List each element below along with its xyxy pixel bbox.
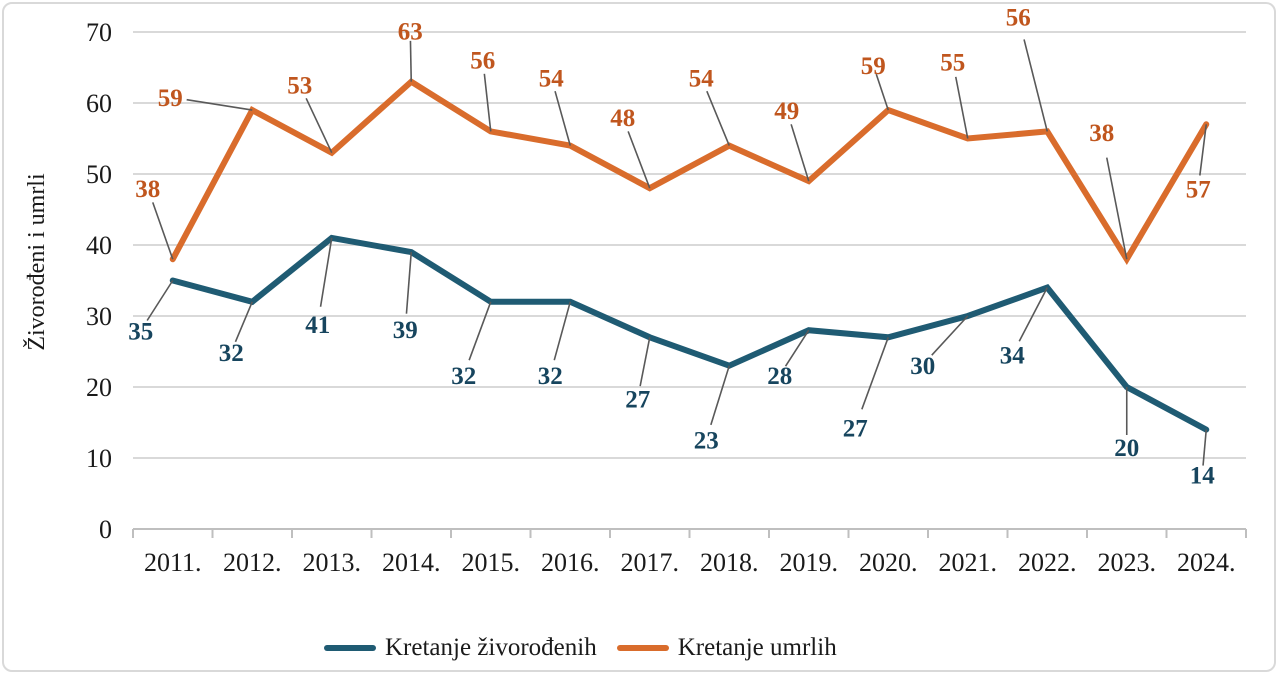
x-tick-label-2023: 2023. [1098, 548, 1157, 577]
label-leader-umrli-2012 [186, 98, 253, 111]
data-label-umrli-2018: 54 [689, 66, 715, 93]
label-leader-zivorodjeni-2011 [146, 280, 174, 321]
legend-item-umrli: Kretanje umrlih [616, 634, 837, 662]
y-tick-label-40: 40 [86, 231, 112, 260]
label-leader-zivorodjeni-2024 [1202, 429, 1208, 466]
data-label-umrli-2017: 48 [610, 105, 635, 132]
label-leader-umrli-2020 [875, 73, 890, 111]
label-leader-umrli-2014 [409, 40, 413, 82]
label-leader-zivorodjeni-2012 [234, 301, 253, 343]
label-leader-umrli-2024 [1199, 124, 1208, 176]
legend-swatch-umrli-line [616, 645, 669, 651]
x-tick-label-2021: 2021. [939, 548, 998, 577]
data-label-umrli-2015: 56 [470, 47, 495, 74]
x-tick-label-2018: 2018. [700, 548, 759, 577]
label-leader-umrli-2023 [1105, 157, 1128, 260]
data-label-zivorodjeni-2018: 23 [694, 428, 719, 455]
x-tick-label-2013: 2013. [303, 548, 362, 577]
series-line-zivorodjeni [169, 234, 1210, 433]
data-label-umrli-2021: 55 [940, 50, 965, 77]
label-leader-zivorodjeni-2017 [639, 337, 651, 387]
y-tick-label-60: 60 [86, 89, 112, 118]
data-label-zivorodjeni-2022: 34 [1000, 343, 1026, 370]
data-label-zivorodjeni-2024: 14 [1190, 463, 1216, 490]
x-tick-label-2022: 2022. [1018, 548, 1077, 577]
x-tick-label-2011: 2011. [144, 548, 202, 577]
label-leader-zivorodjeni-2014 [405, 252, 413, 314]
data-label-umrli-2022: 56 [1006, 4, 1031, 31]
x-tick-label-2019: 2019. [780, 548, 839, 577]
data-label-umrli-2019: 49 [774, 98, 799, 125]
series-line-umrli [169, 77, 1210, 265]
y-tick-label-30: 30 [86, 302, 112, 331]
label-leader-zivorodjeni-2015 [468, 301, 492, 361]
chart-legend: Kretanje živorođenih Kretanje umrlih [324, 634, 837, 662]
data-label-zivorodjeni-2012: 32 [219, 340, 244, 367]
label-leader-umrli-2015 [483, 73, 492, 132]
data-label-zivorodjeni-2021: 30 [910, 353, 935, 380]
data-label-umrli-2024: 57 [1186, 176, 1211, 203]
label-leader-zivorodjeni-2018 [710, 365, 731, 426]
x-tick-label-2015: 2015. [462, 548, 521, 577]
y-tick-label-70: 70 [86, 18, 112, 47]
label-leader-zivorodjeni-2013 [319, 237, 333, 307]
y-axis-title: Živorođeni i umrli [24, 173, 50, 351]
data-label-umrli-2011: 38 [135, 176, 160, 203]
y-tick-label-50: 50 [86, 160, 112, 189]
x-tick-label-2014: 2014. [382, 548, 441, 577]
data-label-zivorodjeni-2016: 32 [538, 363, 563, 390]
label-leader-zivorodjeni-2020 [861, 337, 890, 410]
x-tick-label-2017: 2017. [621, 548, 680, 577]
data-label-zivorodjeni-2023: 20 [1114, 435, 1139, 462]
data-label-umrli-2014: 63 [398, 19, 423, 46]
y-tick-label-0: 0 [99, 515, 112, 544]
label-leader-zivorodjeni-2019 [784, 329, 810, 367]
legend-label-zivorodjeni: Kretanje živorođenih [385, 634, 597, 661]
data-label-umrli-2013: 53 [287, 73, 312, 100]
data-label-zivorodjeni-2011: 35 [128, 319, 153, 346]
legend-label-umrli: Kretanje umrlih [677, 634, 837, 661]
data-label-zivorodjeni-2019: 28 [767, 363, 792, 390]
data-label-zivorodjeni-2014: 39 [393, 317, 418, 344]
label-leader-zivorodjeni-2016 [553, 301, 572, 361]
x-tick-label-2016: 2016. [541, 548, 600, 577]
label-leader-umrli-2019 [790, 124, 810, 182]
x-tick-label-2024: 2024. [1177, 548, 1236, 577]
data-label-zivorodjeni-2020: 27 [843, 415, 868, 442]
x-tick-label-2020: 2020. [859, 548, 918, 577]
data-label-zivorodjeni-2017: 27 [625, 386, 650, 413]
legend-swatch-zivorodjeni-line [324, 645, 376, 651]
label-leader-umrli-2011 [151, 202, 174, 260]
y-tick-label-10: 10 [86, 444, 112, 473]
y-tick-label-20: 20 [86, 373, 112, 402]
data-label-umrli-2012: 59 [158, 85, 183, 112]
data-label-umrli-2016: 54 [539, 66, 565, 93]
label-leader-umrli-2022 [1023, 39, 1049, 132]
label-leader-umrli-2017 [627, 131, 651, 189]
label-leader-zivorodjeni-2021 [931, 315, 969, 356]
label-leader-umrli-2018 [706, 90, 730, 146]
data-label-umrli-2020: 59 [861, 53, 886, 80]
data-label-zivorodjeni-2015: 32 [451, 363, 476, 390]
legend-item-zivorodjeni: Kretanje živorođenih [324, 634, 597, 662]
label-leader-zivorodjeni-2022 [1018, 287, 1048, 342]
data-label-umrli-2023: 38 [1089, 120, 1114, 147]
x-tick-label-2012: 2012. [223, 548, 282, 577]
data-label-zivorodjeni-2013: 41 [305, 312, 330, 339]
label-leader-umrli-2021 [954, 76, 969, 139]
label-leader-umrli-2016 [554, 90, 572, 146]
label-leader-umrli-2013 [305, 97, 333, 154]
